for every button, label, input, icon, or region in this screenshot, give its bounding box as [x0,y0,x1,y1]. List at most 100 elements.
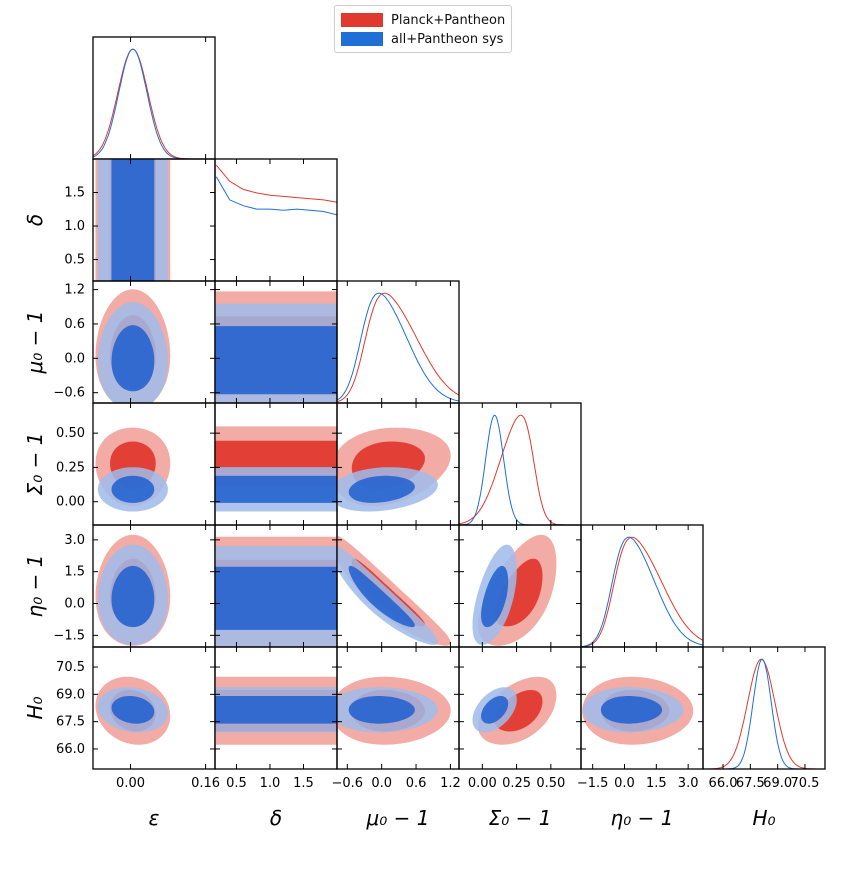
xtick-label-3-0: 0.00 [468,776,497,791]
contour-1-68-2-1 [215,326,337,395]
ytick-label-5-2: 69.0 [56,687,85,702]
contour-1-68-2-0 [111,325,155,392]
contour-1-68-3-1 [215,475,337,503]
panel-frame-0-0 [92,36,216,160]
contour-1-68-5-0 [111,696,155,724]
contour-1-68-1-0 [111,159,155,281]
panel-4-2 [337,535,451,646]
panel-1-0 [95,159,171,281]
ytick-label-4-2: 1.5 [64,565,85,580]
legend: Planck+Pantheon all+Pantheon sys [334,5,512,53]
ytick-label-5-1: 67.5 [56,715,85,730]
panel-4-0 [95,534,171,646]
xaxis-label-5: H₀ [752,806,775,830]
xtick-label-5-3: 70.5 [790,776,819,791]
ytick-label-3-2: 0.50 [56,426,85,441]
panel-2-2 [337,292,459,403]
panel-2-0 [95,289,171,403]
xaxis-label-2: μ₀ − 1 [366,806,430,830]
ytick-label-4-3: 3.0 [64,533,85,548]
xtick-label-2-1: 0.0 [371,776,392,791]
ytick-label-3-0: 0.00 [56,495,85,510]
xtick-label-1-1: 1.0 [260,776,281,791]
contour-1-68-4-1 [215,566,337,630]
xtick-label-3-1: 0.25 [502,776,531,791]
marginal-line-1-2 [337,292,459,402]
ytick-label-3-1: 0.25 [56,460,85,475]
yaxis-label-1: δ [23,214,47,226]
yaxis-label-3: Σ₀ − 1 [23,433,47,496]
contour-1-68-4-2 [348,565,415,628]
xaxis-label-0: ε [149,806,160,830]
contour-1-68-5-3 [481,696,509,724]
legend-label-planck: Planck+Pantheon [391,12,506,28]
panel-3-1 [215,426,337,512]
marginal-line-1-4 [581,536,703,647]
contour-1-95-4-2 [337,545,438,645]
xtick-label-2-2: 0.6 [406,776,427,791]
legend-swatch-planck [341,13,383,27]
ytick-label-2-3: 1.2 [64,283,85,298]
xtick-label-1-0: 0.5 [226,776,247,791]
legend-entry-all: all+Pantheon sys [341,30,503,48]
xtick-label-4-0: −1.5 [577,776,609,791]
ytick-label-5-0: 66.0 [56,742,85,757]
marginal-line-1-0 [93,48,215,159]
xtick-label-5-1: 67.5 [736,776,765,791]
ytick-label-1-2: 1.5 [64,186,85,201]
panel-3-0 [95,427,171,512]
ytick-label-2-1: 0.0 [64,351,85,366]
legend-swatch-all [341,32,383,46]
panel-4-3 [472,534,557,646]
legend-entry-planck: Planck+Pantheon [341,11,505,29]
contour-1-68-3-2 [348,475,415,503]
contour-1-68-4-0 [111,565,155,628]
xtick-label-1-2: 1.5 [293,776,314,791]
panel-5-2 [337,676,451,745]
xtick-label-5-2: 69.0 [763,776,792,791]
marginal-line-0-2 [337,292,459,403]
marginal-line-0-5 [703,658,825,769]
ytick-label-2-2: 0.6 [64,317,85,332]
contour-1-68-3-0 [111,475,155,503]
ytick-label-1-1: 1.0 [64,219,85,234]
xtick-label-4-2: 1.5 [646,776,667,791]
contour-1-68-5-1 [215,695,337,724]
xtick-label-0-0: 0.00 [116,776,145,791]
marginal-line-0-4 [581,536,703,647]
panel-5-4 [582,676,694,745]
xtick-label-2-3: 1.2 [440,776,461,791]
marginal-line-1-1 [215,176,337,216]
panel-5-5 [703,658,825,769]
panel-0-0 [93,48,215,159]
panel-frame-4-4 [580,524,704,648]
panel-4-1 [215,536,337,647]
ytick-label-4-1: 0.0 [64,597,85,612]
marginal-line-1-5 [703,658,825,769]
panel-1-1 [215,164,337,216]
xaxis-label-4: η₀ − 1 [611,806,674,830]
xtick-label-0-1: 0.16 [191,776,220,791]
xtick-label-5-0: 66.0 [709,776,738,791]
yaxis-label-5: H₀ [23,696,47,719]
panel-frame-1-1 [214,158,338,282]
panel-4-4 [581,536,703,647]
contour-1-68-5-2 [348,696,415,724]
xaxis-label-1: δ [270,806,282,830]
xtick-label-4-3: 3.0 [678,776,699,791]
panel-5-1 [215,676,337,745]
panel-2-1 [215,291,337,403]
legend-label-all: all+Pantheon sys [391,31,504,47]
ytick-label-2-0: −0.6 [53,386,85,401]
panel-5-3 [472,676,557,745]
panel-frame-2-2 [336,280,460,404]
marginal-line-1-3 [459,414,581,525]
yaxis-label-2: μ₀ − 1 [23,311,47,375]
xtick-label-3-2: 0.50 [536,776,565,791]
yaxis-label-4: η₀ − 1 [23,555,47,618]
ytick-label-4-0: −1.5 [53,628,85,643]
panel-3-3 [459,414,581,525]
contour-1-68-4-3 [481,565,509,628]
xaxis-label-3: Σ₀ − 1 [489,806,552,830]
